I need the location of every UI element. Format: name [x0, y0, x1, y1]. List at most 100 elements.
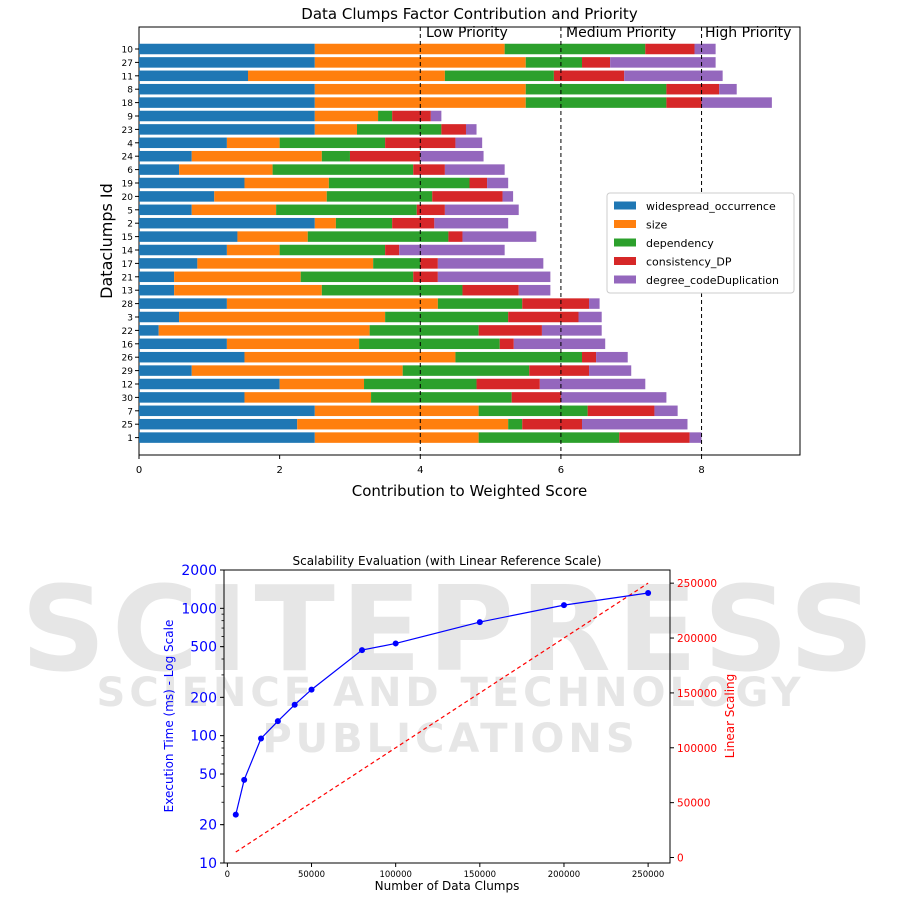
- bar-segment: [444, 204, 519, 216]
- data-point: [392, 640, 399, 647]
- bar-segment: [359, 338, 500, 350]
- y-tick-label: 18: [122, 99, 134, 109]
- bar-segment: [444, 70, 554, 82]
- data-point: [274, 718, 281, 725]
- chart-title: Scalability Evaluation (with Linear Refe…: [293, 554, 602, 568]
- y-axis-label-right: Linear Scaling: [723, 674, 737, 759]
- bar-segment: [378, 110, 393, 122]
- y-tick-label: 27: [122, 59, 133, 69]
- data-point: [645, 589, 652, 596]
- bar-segment: [392, 110, 431, 122]
- bar-segment: [455, 137, 483, 149]
- bar-segment: [314, 83, 526, 95]
- x-tick-label: 150000: [464, 870, 496, 880]
- data-point: [308, 686, 315, 693]
- bar-segment: [139, 244, 227, 256]
- bar-segment: [511, 392, 561, 403]
- bar-segment: [139, 231, 238, 242]
- y-tick-label-left: 10: [199, 856, 217, 872]
- y-tick-label-left: 2000: [181, 563, 217, 579]
- bar-segment: [139, 378, 280, 390]
- x-tick-label: 200000: [548, 870, 580, 880]
- legend-swatch: [614, 220, 636, 228]
- data-point: [560, 602, 567, 609]
- bar-segment: [244, 351, 456, 363]
- x-axis-label: Contribution to Weighted Score: [352, 482, 588, 500]
- bar-segment: [701, 97, 772, 108]
- y-tick-label: 5: [127, 206, 133, 216]
- bar-segment: [279, 244, 386, 256]
- y-tick-label-left: 50: [199, 767, 217, 783]
- y-tick-label: 13: [122, 287, 133, 297]
- y-tick-label-left: 500: [190, 640, 217, 656]
- legend-swatch: [614, 201, 636, 210]
- bar-segment: [654, 405, 678, 417]
- y-tick-label-left: 1000: [181, 601, 217, 617]
- y-tick-label: 9: [127, 113, 133, 123]
- bar-segment: [139, 405, 315, 417]
- y-tick-label-left: 200: [190, 690, 217, 706]
- bar-segment: [582, 418, 688, 430]
- x-tick-label: 0: [225, 870, 230, 880]
- bar-segment: [587, 405, 655, 417]
- legend-label: degree_codeDuplication: [646, 274, 779, 287]
- bar-segment: [314, 432, 479, 443]
- bar-segment: [191, 204, 277, 216]
- y-tick-label: 19: [122, 180, 134, 190]
- y-tick-label-right: 150000: [677, 688, 717, 700]
- bar-segment: [326, 191, 433, 202]
- bar-segment: [139, 271, 175, 283]
- data-point: [232, 811, 239, 818]
- y-tick-label: 11: [122, 72, 133, 82]
- bar-segment: [214, 191, 327, 202]
- bar-segment: [465, 124, 477, 135]
- bar-segment: [504, 43, 646, 55]
- bar-segment: [402, 365, 530, 376]
- bar-segment: [314, 405, 479, 417]
- bar-segment: [139, 164, 180, 175]
- bar-segment: [719, 83, 737, 95]
- bar-segment: [385, 244, 400, 256]
- bar-segment: [508, 311, 579, 323]
- bar-segment: [582, 351, 597, 363]
- bar-segment: [139, 418, 298, 430]
- legend-swatch: [614, 257, 636, 265]
- series-line-linear-reference: [235, 582, 649, 853]
- bar-segment: [416, 204, 445, 216]
- y-tick-label: 20: [122, 193, 134, 203]
- y-tick-label-left: 20: [199, 818, 217, 834]
- bar-segment: [522, 298, 590, 309]
- bar-segment: [321, 150, 350, 162]
- bar-segment: [624, 70, 723, 82]
- bar-segment: [539, 378, 646, 390]
- bar-segment: [139, 217, 315, 229]
- bar-segment: [139, 392, 245, 403]
- legend-label: size: [646, 219, 668, 232]
- y-tick-label: 21: [122, 273, 133, 283]
- bar-segment: [244, 177, 329, 189]
- bar-segment: [462, 284, 519, 296]
- x-tick-label: 250000: [632, 870, 664, 880]
- bar-segment: [434, 217, 509, 229]
- bar-segment: [413, 271, 438, 283]
- bar-segment: [139, 70, 248, 82]
- bar-segment: [469, 177, 488, 189]
- bar-segment: [518, 284, 551, 296]
- bar-segment: [448, 231, 463, 242]
- y-tick-label: 25: [122, 421, 133, 431]
- bar-segment: [689, 432, 702, 443]
- bar-segment: [385, 311, 509, 323]
- bar-segment: [139, 325, 159, 336]
- y-tick-label: 3: [127, 314, 133, 324]
- y-tick-label: 6: [127, 166, 133, 176]
- bar-segment: [373, 258, 421, 269]
- bar-segment: [441, 124, 466, 135]
- bar-segment: [369, 325, 479, 336]
- y-axis-label-left: Execution Time (ms) - Log Scale: [162, 620, 176, 813]
- bar-segment: [589, 298, 600, 309]
- y-tick-label: 16: [122, 340, 134, 350]
- bar-segment: [420, 150, 484, 162]
- data-point: [291, 701, 298, 708]
- bar-segment: [321, 284, 463, 296]
